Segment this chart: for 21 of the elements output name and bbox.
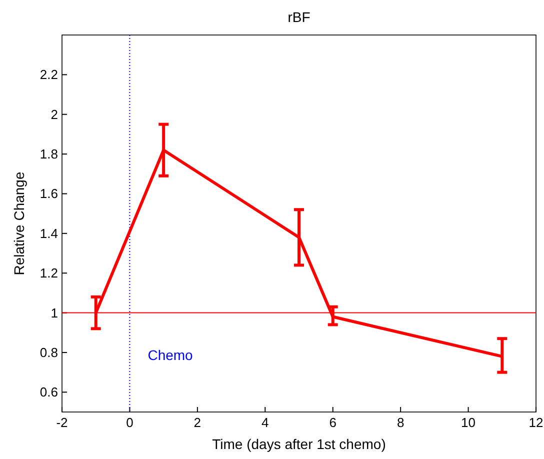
y-tick-label: 1.4	[40, 226, 58, 241]
y-tick-label: 2.2	[40, 67, 58, 82]
x-tick-label: 10	[461, 415, 476, 430]
x-tick-label: -2	[56, 415, 68, 430]
x-tick-label: 4	[262, 415, 269, 430]
chart-title: rBF	[288, 9, 310, 25]
y-tick-label: 1	[50, 305, 58, 320]
y-tick-label: 1.2	[40, 266, 58, 281]
y-tick-label: 0.6	[40, 384, 58, 400]
y-tick-label: 0.8	[40, 344, 58, 360]
x-tick-label: 12	[528, 415, 544, 430]
x-tick-label: 2	[194, 415, 202, 430]
x-tick-label: 6	[329, 415, 336, 430]
y-tick-label: 2	[50, 106, 58, 122]
y-tick-label: 1.6	[40, 186, 58, 202]
y-tick-label: 1.8	[40, 146, 58, 162]
x-axis-title: Time (days after 1st chemo)	[212, 436, 386, 452]
x-tick-label: 8	[396, 415, 404, 430]
x-tick-label: 0	[126, 415, 134, 430]
y-axis-title: Relative Change	[11, 172, 27, 276]
ref-line-label: Chemo	[148, 347, 194, 363]
